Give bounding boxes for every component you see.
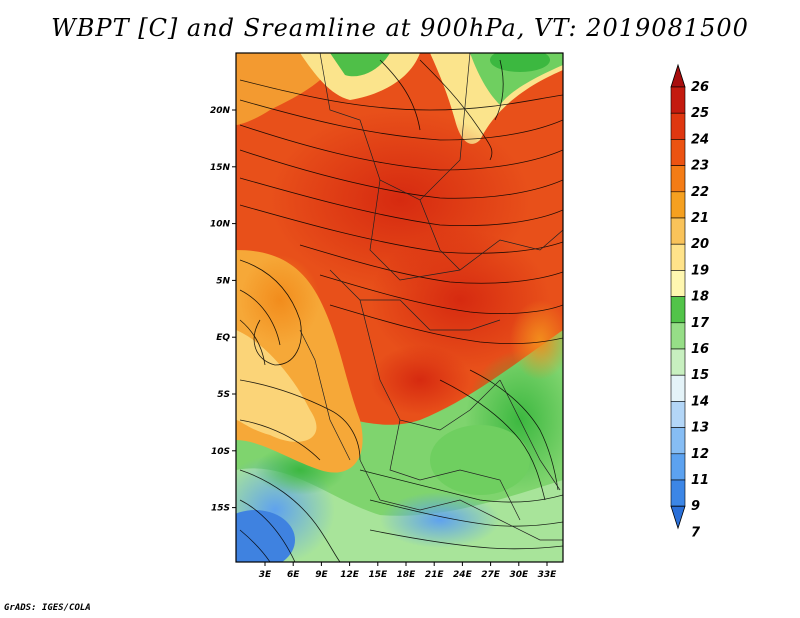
colorbar-level-label: 18 bbox=[691, 290, 709, 305]
lat-tick-label: 20N bbox=[210, 106, 231, 116]
colorbar-segment bbox=[670, 270, 686, 297]
lon-tick-label: 21E bbox=[425, 570, 445, 580]
colorbar-level-label: 17 bbox=[691, 316, 710, 331]
colorbar-segment bbox=[670, 191, 686, 219]
lon-tick-label: 33E bbox=[538, 570, 558, 580]
map-title: WBPT [C] and Sreamline at 900hPa, VT: 20… bbox=[51, 14, 749, 42]
colorbar-level-label: 14 bbox=[691, 394, 709, 409]
colorbar-segment bbox=[670, 479, 686, 507]
country-borders bbox=[299, 53, 563, 541]
lat-tick-label: 5N bbox=[216, 276, 230, 286]
colorbar-segment bbox=[670, 112, 686, 140]
colorbar-top-triangle bbox=[670, 63, 686, 88]
colorbar-level-label: 21 bbox=[691, 211, 709, 226]
colorbar-level-label: 7 bbox=[691, 525, 701, 540]
colorbar-level-label: 22 bbox=[691, 185, 709, 200]
colorbar-level-label: 9 bbox=[691, 499, 700, 514]
lon-tick-label: 24E bbox=[453, 570, 473, 580]
lat-tick-label: 10S bbox=[211, 447, 230, 457]
streamlines bbox=[239, 59, 563, 562]
colorbar-segment bbox=[670, 217, 686, 245]
colorbar-level-label: 25 bbox=[691, 106, 709, 121]
latitude-axis: 20N 15N 10N 5N EQ 5S 10S 15S bbox=[210, 106, 236, 514]
colorbar-level-label: 19 bbox=[691, 263, 709, 278]
lon-tick-label: 12E bbox=[340, 570, 360, 580]
lon-tick-label: 27E bbox=[481, 570, 501, 580]
colorbar-level-label: 12 bbox=[691, 447, 709, 462]
colorbar: 26 25 24 23 22 21 20 19 18 17 16 15 14 13 12 11 9 7 bbox=[670, 63, 710, 540]
lat-tick-label: 15S bbox=[211, 504, 230, 514]
colorbar-segment bbox=[670, 243, 686, 271]
colorbar-segment bbox=[670, 139, 686, 166]
map-plot-area bbox=[236, 53, 563, 562]
colorbar-segment bbox=[670, 165, 686, 193]
colorbar-segment bbox=[670, 453, 686, 481]
footer-credit: GrADS: IGES/COLA bbox=[4, 603, 91, 613]
map-frame bbox=[235, 52, 564, 563]
lat-tick-label: 15N bbox=[210, 163, 231, 173]
colorbar-segment bbox=[670, 427, 686, 455]
lat-tick-label: EQ bbox=[216, 333, 230, 343]
colorbar-segment bbox=[670, 348, 686, 376]
lon-tick-label: 6E bbox=[287, 570, 300, 580]
lon-tick-label: 18E bbox=[397, 570, 417, 580]
lon-tick-label: 15E bbox=[368, 570, 388, 580]
longitude-axis: 3E 6E 9E 12E 15E 18E 21E 24E 27E 30E 33E bbox=[259, 562, 557, 580]
lon-tick-label: 9E bbox=[315, 570, 328, 580]
lat-tick-label: 5S bbox=[217, 390, 230, 400]
colorbar-level-label: 26 bbox=[691, 80, 709, 95]
colorbar-level-label: 20 bbox=[691, 237, 709, 252]
colorbar-level-label: 23 bbox=[691, 159, 709, 174]
lon-tick-label: 3E bbox=[259, 570, 272, 580]
colorbar-segment bbox=[670, 296, 686, 324]
colorbar-level-label: 13 bbox=[691, 421, 709, 436]
colorbar-level-label: 15 bbox=[691, 368, 709, 383]
colorbar-segment bbox=[670, 322, 686, 350]
colorbar-segment bbox=[670, 374, 686, 402]
colorbar-bottom-triangle bbox=[670, 505, 686, 530]
colorbar-level-label: 16 bbox=[691, 342, 709, 357]
colorbar-segment bbox=[670, 401, 686, 428]
colorbar-segment bbox=[670, 86, 686, 114]
lat-tick-label: 10N bbox=[210, 220, 231, 230]
colorbar-level-label: 11 bbox=[691, 473, 709, 488]
colorbar-level-label: 24 bbox=[691, 132, 709, 147]
lon-tick-label: 30E bbox=[509, 570, 529, 580]
